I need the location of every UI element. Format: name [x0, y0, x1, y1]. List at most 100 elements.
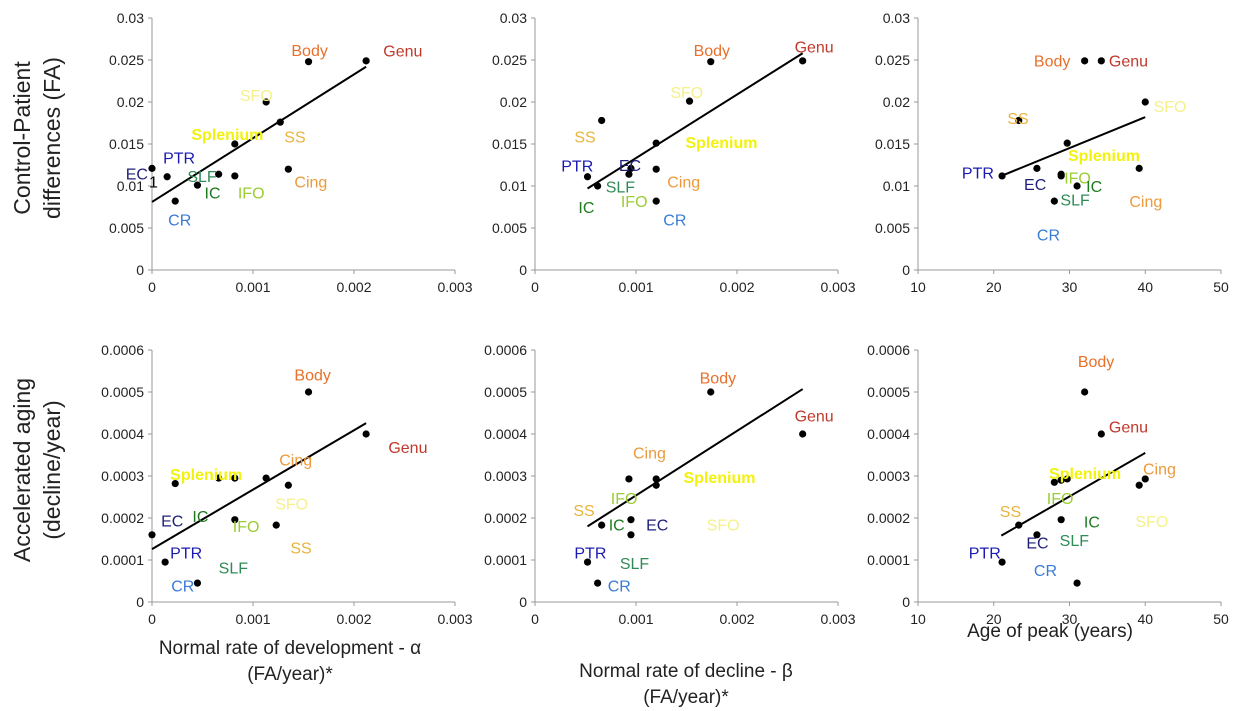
plot-0-0-point-label: PTR: [163, 150, 195, 167]
plot-0-0-point-label: SFO: [240, 88, 273, 105]
plot-0-2-x-tick-label: 10: [910, 279, 926, 295]
plot-1-2-data-point: [1057, 476, 1065, 484]
plot-0-0-point-label: 1: [149, 175, 158, 192]
plot-0-0-data-point: [215, 170, 223, 178]
plot-1-2-point-label: Genu: [1109, 420, 1148, 437]
plot-1-0-y-tick-label: 0.0003: [101, 468, 144, 484]
plot-1-0-y-tick-label: 0.0002: [101, 510, 144, 526]
plot-1-1-point-label: Splenium: [683, 470, 755, 487]
plot-1-0-y-tick-label: 0.0001: [101, 552, 144, 568]
plot-1-2-point-label: CR: [1034, 563, 1057, 580]
plot-0-1-point-label: Body: [694, 43, 730, 60]
plot-0-2-point-label: CR: [1037, 228, 1060, 245]
plot-0-0-point-label: SS: [284, 129, 305, 146]
plot-1-0-y-tick-label: 0.0005: [101, 384, 144, 400]
plot-1-1-data-point: [707, 388, 715, 396]
plot-1-0-x-tick-label: 0.002: [336, 611, 371, 627]
plot-0-1-y-tick-label: 0.01: [500, 178, 527, 194]
plot-0-1-data-point: [594, 182, 602, 190]
plot-1-1-data-point: [652, 475, 660, 483]
plot-1-2-point-label: Splenium: [1049, 466, 1121, 483]
plot-1-2-point-label: IFO: [1047, 491, 1074, 508]
plot-1-2-data-point: [1141, 475, 1149, 483]
plot-1-0-x-tick-label: 0: [148, 611, 156, 627]
plot-0-1-data-point: [799, 57, 807, 65]
plot-1-0-point-label: IC: [192, 509, 208, 526]
plot-1-0-point-label: Splenium: [170, 467, 242, 484]
plot-0-2-data-point: [1135, 164, 1143, 172]
plot-1-1-x-tick-label: 0.002: [719, 611, 754, 627]
x-title-0-line-2: (FA/year)*: [247, 664, 333, 685]
plot-1-0-point-label: SLF: [219, 560, 249, 577]
plot-0-1-data-point: [627, 164, 635, 172]
plot-0-2-x-tick-label: 50: [1213, 279, 1229, 295]
plot-1-0-y-tick-label: 0.0006: [101, 342, 144, 358]
plot-0-2-data-point: [1033, 164, 1041, 172]
plot-0-1-point-label: IFO: [621, 194, 648, 211]
plot-1-2-point-label: SFO: [1135, 514, 1168, 531]
plot-0-1-data-point: [652, 197, 660, 205]
plot-0-0-data-point: [362, 57, 370, 65]
plot-0-1-data-point: [625, 170, 633, 178]
plot-0-2-data-point: [1057, 172, 1065, 180]
plot-0-1-point-label: PTR: [561, 159, 593, 176]
plot-0-0-y-tick-label: 0.02: [117, 94, 144, 110]
plot-1-1-data-point: [625, 475, 633, 483]
plot-1-0-point-label: SS: [290, 541, 311, 558]
plot-0-1-x-tick-label: 0: [531, 279, 539, 295]
plot-1-1-point-label: PTR: [574, 546, 606, 563]
plot-0-1-data-point: [707, 58, 715, 66]
plot-1-2-point-label: Cing: [1143, 462, 1176, 479]
plot-1-1-y-tick-label: 0: [519, 594, 527, 610]
plot-0-2-y-tick-label: 0.02: [883, 94, 910, 110]
plot-0-1-data-point: [598, 116, 606, 125]
plot-0-1-y-tick-label: 0.015: [492, 136, 527, 152]
plot-0-2-y-tick-label: 0: [902, 262, 910, 278]
plot-0-0-data-point: [276, 118, 284, 126]
plot-1-2-point-label: SS: [1000, 504, 1021, 521]
plot-0-2-data-point: [998, 172, 1006, 180]
plot-0-0-point-label: EC: [126, 166, 148, 183]
plot-1-1-x-tick-label: 0.001: [618, 611, 653, 627]
plot-1-0-point-label: Cing: [279, 453, 312, 470]
plot-0-1-trend-line: [586, 52, 804, 190]
plot-0-2-point-label: SFO: [1154, 99, 1187, 116]
plot-0-1-point-label: CR: [663, 212, 686, 229]
plot-0-0-point-label: Cing: [294, 175, 327, 192]
plot-1-1-point-label: CR: [608, 579, 631, 596]
x-title-2: Age of peak (years): [967, 621, 1133, 642]
plot-0-0-data-point: [262, 98, 270, 106]
plot-0-2-trend-line: [1000, 116, 1146, 177]
plot-0-0-point-label: CR: [168, 212, 191, 229]
plot-0-2-point-label: Genu: [1109, 54, 1148, 71]
row-title-0-line-2: differences (FA): [39, 57, 65, 219]
plot-0-0-y-tick-label: 0.025: [109, 52, 144, 68]
plot-0-1-y-tick-label: 0.02: [500, 94, 527, 110]
plot-1-2-x-tick-label: 30: [1062, 611, 1078, 627]
plot-1-1-data-point: [799, 430, 807, 438]
plot-1-2-x-tick-label: 50: [1213, 611, 1229, 627]
plot-1-1-point-label: IFO: [611, 491, 638, 508]
plots-layer: 0 0.005 0.01 0.015 0.02 0.025 0.03 0 0.001 0.002 0…: [101, 10, 1229, 627]
plot-1-2-data-point: [1135, 481, 1143, 489]
row-title-1-line-1: Accelerated aging: [9, 378, 35, 562]
plot-1-0-data-point: [161, 558, 169, 566]
plot-0-1-y-tick-label: 0.005: [492, 220, 527, 236]
plot-0-0-y-tick-label: 0.01: [117, 178, 144, 194]
plot-1-1-point-label: SS: [573, 503, 594, 520]
plot-1-1-y-tick-label: 0.0006: [484, 342, 527, 358]
plot-0-2-point-label: PTR: [962, 165, 994, 182]
row-title-1-line-2: (decline/year): [39, 400, 65, 539]
plot-1-0-point-label: Body: [294, 368, 330, 385]
plot-0-0-x-tick-label: 0.002: [336, 279, 371, 295]
plot-1-0-data-point: [284, 481, 292, 489]
plot-1-1-y-tick-label: 0.0003: [484, 468, 527, 484]
plot-1-2-trend-line: [1000, 452, 1146, 537]
plot-0-1-y-tick-label: 0.03: [500, 10, 527, 26]
plot-1-1-x-tick-label: 0.003: [820, 611, 855, 627]
row-title-0-line-1: Control-Patient: [9, 61, 35, 215]
plot-0-0-y-tick-label: 0: [136, 262, 144, 278]
plot-1-0-data-point: [231, 474, 239, 482]
plot-1-1-point-label: IC: [609, 518, 625, 535]
